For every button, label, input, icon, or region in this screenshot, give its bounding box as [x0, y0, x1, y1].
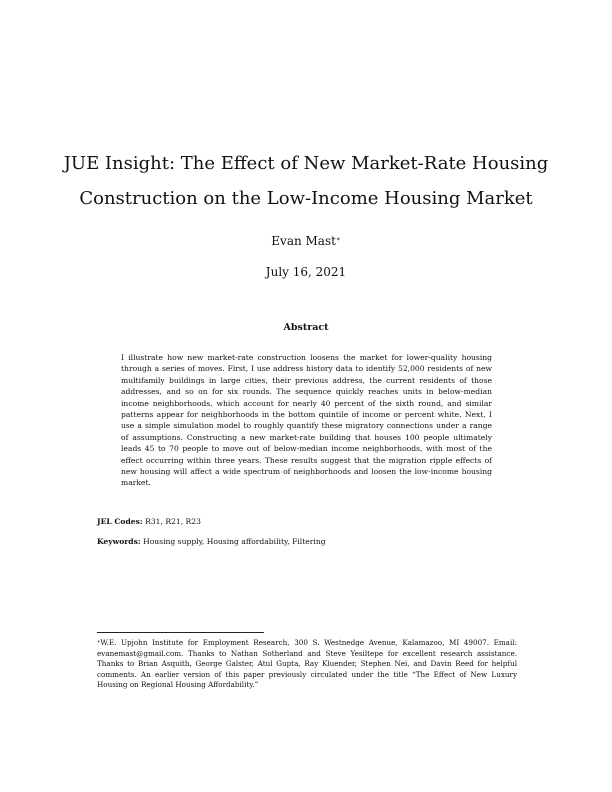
- paper-title-line-2: Construction on the Low-Income Housing M…: [79, 188, 533, 209]
- footnote-text: W.E. Upjohn Institute for Employment Res…: [97, 638, 517, 690]
- paper-title-line-1: JUE Insight: The Effect of New Market-Ra…: [63, 153, 549, 174]
- footnote-divider: [97, 632, 264, 633]
- keywords-value: Housing supply, Housing affordability, F…: [143, 537, 326, 546]
- author-footnote-mark: ∗: [335, 235, 341, 243]
- author-name: Evan Mast: [271, 234, 336, 248]
- jel-codes-label: JEL Codes:: [97, 517, 143, 526]
- jel-codes-value: R31, R21, R23: [145, 517, 201, 526]
- author: Evan Mast∗: [0, 234, 612, 248]
- keywords-label: Keywords:: [97, 537, 141, 546]
- jel-codes: JEL Codes: R31, R21, R23: [97, 516, 527, 527]
- footnote-mark: ∗: [97, 639, 101, 645]
- author-footnote: ∗W.E. Upjohn Institute for Employment Re…: [97, 638, 517, 691]
- abstract-text: I illustrate how new market-rate constru…: [121, 353, 492, 488]
- keywords: Keywords: Housing supply, Housing afford…: [97, 536, 527, 547]
- publication-date: July 16, 2021: [265, 265, 347, 279]
- abstract-heading: Abstract: [283, 322, 329, 333]
